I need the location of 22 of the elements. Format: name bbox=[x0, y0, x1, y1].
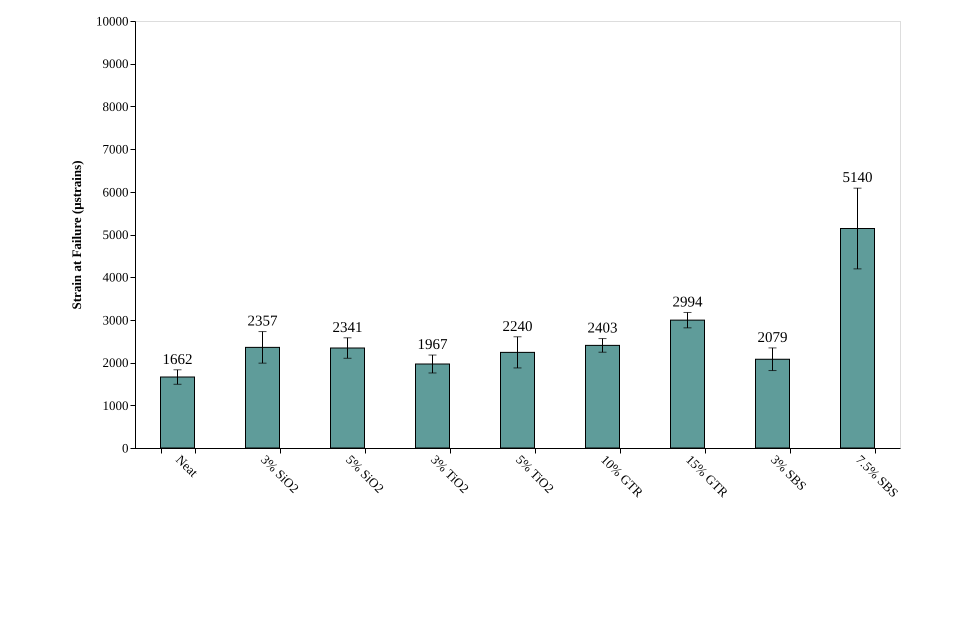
y-tick-label: 1000 bbox=[102, 398, 128, 413]
y-tick-label: 10000 bbox=[96, 14, 128, 28]
data-label: 2341 bbox=[332, 320, 362, 336]
y-tick-label: 8000 bbox=[102, 98, 128, 114]
y-tick-label: 6000 bbox=[102, 184, 128, 200]
data-label: 1662 bbox=[162, 352, 192, 368]
data-label: 2403 bbox=[588, 320, 618, 337]
data-label: 5140 bbox=[842, 170, 872, 186]
y-tick-label: 0 bbox=[122, 440, 128, 456]
y-axis-title: Strain at Failure (μstrains) bbox=[69, 160, 84, 310]
data-label: 2079 bbox=[758, 330, 788, 346]
data-label: 2357 bbox=[248, 314, 278, 330]
x-tick-label: 3% SBS bbox=[768, 452, 810, 494]
y-tick-label: 5000 bbox=[102, 227, 128, 242]
y-tick-label: 4000 bbox=[102, 270, 128, 285]
data-label: 1967 bbox=[418, 337, 448, 354]
y-tick-label: 3000 bbox=[102, 312, 128, 328]
data-label: 2240 bbox=[502, 318, 532, 335]
y-tick-label: 9000 bbox=[102, 56, 128, 72]
y-tick-label: 2000 bbox=[102, 355, 128, 370]
data-label: 2994 bbox=[672, 294, 703, 310]
y-tick-label: 7000 bbox=[102, 142, 128, 157]
